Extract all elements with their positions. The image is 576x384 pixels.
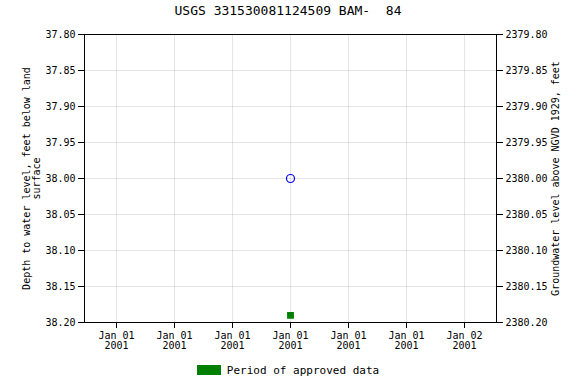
svg-text:2380.05: 2380.05	[506, 209, 548, 220]
svg-text:Jan 022001: Jan 022001	[446, 330, 482, 351]
svg-text:Depth to water level, feet bel: Depth to water level, feet below landsur…	[21, 67, 42, 290]
svg-text:2379.90: 2379.90	[506, 101, 548, 112]
svg-text:38.00: 38.00	[45, 173, 75, 184]
svg-text:Groundwater level above NGVD 1: Groundwater level above NGVD 1929, feet	[550, 61, 561, 296]
svg-text:2380.15: 2380.15	[506, 281, 548, 292]
svg-text:Jan 012001: Jan 012001	[156, 330, 192, 351]
svg-text:Jan 012001: Jan 012001	[330, 330, 366, 351]
svg-text:37.90: 37.90	[45, 101, 75, 112]
svg-text:2379.80: 2379.80	[506, 29, 548, 40]
svg-text:2379.85: 2379.85	[506, 65, 548, 76]
svg-text:Jan 012001: Jan 012001	[272, 330, 308, 351]
svg-text:Jan 012001: Jan 012001	[98, 330, 134, 351]
svg-text:2380.10: 2380.10	[506, 245, 548, 256]
svg-text:38.10: 38.10	[45, 245, 75, 256]
svg-text:2379.95: 2379.95	[506, 137, 548, 148]
html-text:USGS 331530081124509 BAM- 84: USGS 331530081124509 BAM- 84	[174, 3, 402, 18]
svg-text:37.80: 37.80	[45, 29, 75, 40]
svg-text:2380.00: 2380.00	[506, 173, 548, 184]
svg-text:Jan 012001: Jan 012001	[388, 330, 424, 351]
html-text:Period of approved data: Period of approved data	[226, 363, 380, 377]
svg-text:38.20: 38.20	[45, 317, 75, 328]
svg-text:38.15: 38.15	[45, 281, 75, 292]
svg-text:37.85: 37.85	[45, 65, 75, 76]
svg-text:Jan 012001: Jan 012001	[214, 330, 250, 351]
svg-text:38.05: 38.05	[45, 209, 75, 220]
svg-text:37.95: 37.95	[45, 137, 75, 148]
svg-text:2380.20: 2380.20	[506, 317, 548, 328]
